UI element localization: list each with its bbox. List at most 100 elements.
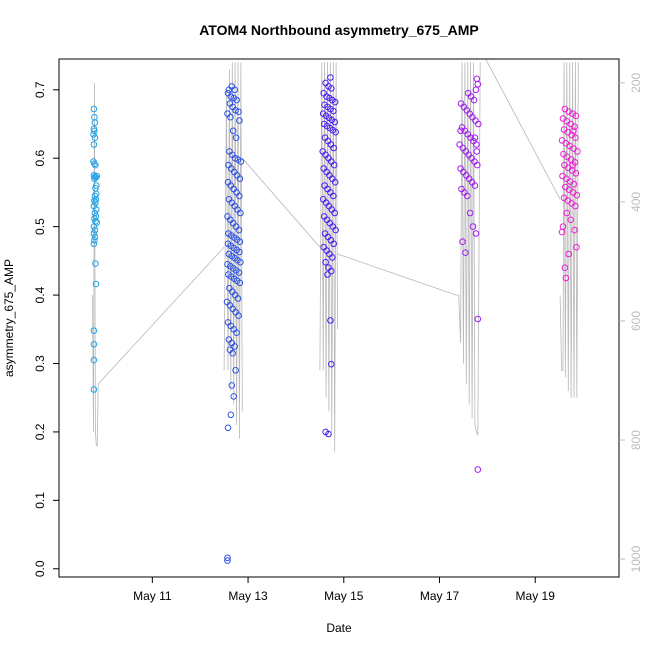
scatter-point bbox=[91, 119, 99, 126]
scatter-point bbox=[327, 317, 334, 324]
scatter-point bbox=[91, 134, 99, 141]
scatter-point bbox=[328, 267, 335, 275]
scatter-point bbox=[237, 258, 244, 266]
scatter-point bbox=[224, 554, 231, 562]
depth-connector-line bbox=[241, 157, 321, 248]
scatter-point bbox=[91, 127, 98, 135]
scatter-point bbox=[474, 81, 482, 88]
x-tick-label: May 15 bbox=[324, 589, 364, 603]
y-tick-label: 0.7 bbox=[33, 81, 47, 98]
scatter-point bbox=[330, 107, 337, 115]
scatter-point bbox=[235, 312, 242, 319]
scatter-point bbox=[90, 105, 98, 113]
scatter-point bbox=[233, 96, 240, 104]
scatter-point bbox=[90, 141, 98, 148]
scatter-point bbox=[227, 113, 234, 121]
scatter-point bbox=[90, 386, 98, 393]
scatter-point bbox=[472, 230, 480, 237]
scatter-point bbox=[328, 85, 335, 92]
scatter-point bbox=[457, 127, 464, 135]
scatter-point bbox=[93, 172, 101, 180]
scatter-point bbox=[330, 192, 337, 200]
depth-connector-line bbox=[97, 246, 225, 385]
scatter-point bbox=[573, 191, 581, 199]
scatter-point bbox=[93, 206, 100, 213]
scatter-point bbox=[470, 96, 478, 104]
y-tick-label: 0.5 bbox=[33, 218, 47, 235]
y2-tick-label: 400 bbox=[629, 192, 643, 212]
axes-layer: May 11 May 13 May 15 May 17 May 19 0.0 0.1 0.2 0… bbox=[33, 72, 643, 603]
scatter-point bbox=[236, 248, 243, 256]
scatter-point bbox=[570, 127, 577, 135]
scatter-point bbox=[92, 280, 100, 288]
scatter-point bbox=[561, 264, 569, 272]
scatter-point bbox=[471, 182, 479, 189]
scatter-point bbox=[330, 144, 338, 152]
scatter-point bbox=[90, 230, 98, 237]
scatter-point bbox=[228, 382, 236, 389]
scatter-point bbox=[464, 192, 471, 200]
scatter-point bbox=[330, 240, 338, 248]
y2-tick-label: 800 bbox=[629, 430, 643, 450]
scatter-point bbox=[473, 148, 481, 155]
scatter-point bbox=[331, 209, 339, 217]
scatter-point bbox=[325, 430, 332, 438]
depth-profile-line bbox=[223, 62, 243, 439]
scatter-point bbox=[229, 127, 237, 135]
scatter-point bbox=[572, 170, 580, 177]
scatter-point bbox=[91, 237, 98, 244]
scatter-point bbox=[236, 238, 244, 245]
scatter-point bbox=[232, 134, 240, 141]
scatter-point bbox=[572, 202, 579, 210]
scatter-point bbox=[234, 295, 242, 302]
scatter-point bbox=[328, 360, 335, 368]
scatter-point bbox=[92, 196, 100, 203]
scatter-point bbox=[231, 86, 238, 94]
scatter-point bbox=[562, 274, 570, 282]
scatter-point bbox=[474, 466, 482, 473]
scatter-point bbox=[92, 199, 99, 206]
y-tick-label: 0.1 bbox=[33, 492, 47, 509]
scatter-point bbox=[573, 243, 580, 251]
scatter-point bbox=[235, 108, 242, 115]
scatter-point bbox=[574, 148, 581, 155]
scatter-point bbox=[236, 117, 243, 124]
scatter-point bbox=[474, 161, 481, 169]
scatter-point bbox=[324, 271, 331, 278]
scatter-point bbox=[471, 134, 479, 141]
scatter-points-layer bbox=[90, 74, 581, 564]
x-tick-label: May 17 bbox=[420, 589, 460, 603]
scatter-point bbox=[572, 134, 579, 141]
x-axis-label: Date bbox=[326, 621, 352, 635]
depth-connector-line bbox=[485, 59, 561, 200]
y-tick-label: 0.4 bbox=[33, 286, 47, 303]
depth-profile-line bbox=[319, 62, 338, 453]
scatter-point bbox=[469, 223, 477, 230]
scatter-point bbox=[473, 141, 480, 148]
scatter-point bbox=[235, 269, 243, 276]
x-tick-label: May 11 bbox=[133, 589, 172, 603]
scatter-point bbox=[91, 192, 99, 200]
scatter-point bbox=[235, 226, 243, 234]
scatter-point bbox=[90, 240, 98, 248]
scatter-point bbox=[572, 112, 580, 120]
scatter-point bbox=[227, 411, 235, 419]
scatter-point bbox=[567, 216, 575, 224]
scatter-point bbox=[230, 393, 237, 400]
depth-line-layer bbox=[92, 59, 579, 453]
scatter-point bbox=[233, 329, 240, 337]
scatter-point bbox=[231, 343, 238, 350]
scatter-point bbox=[90, 327, 98, 335]
scatter-point bbox=[571, 123, 578, 130]
scatter-point bbox=[322, 258, 329, 266]
scatter-point bbox=[91, 160, 98, 167]
plot-frame bbox=[58, 58, 620, 578]
scatter-point bbox=[331, 178, 339, 186]
scatter-point bbox=[472, 86, 480, 94]
scatter-point bbox=[236, 279, 244, 287]
y-axis-label: asymmetry_675_AMP bbox=[2, 259, 16, 377]
scatter-point bbox=[90, 341, 98, 348]
scatter-point bbox=[92, 260, 99, 267]
scatter-point bbox=[569, 161, 576, 169]
scatter-point bbox=[224, 424, 232, 432]
